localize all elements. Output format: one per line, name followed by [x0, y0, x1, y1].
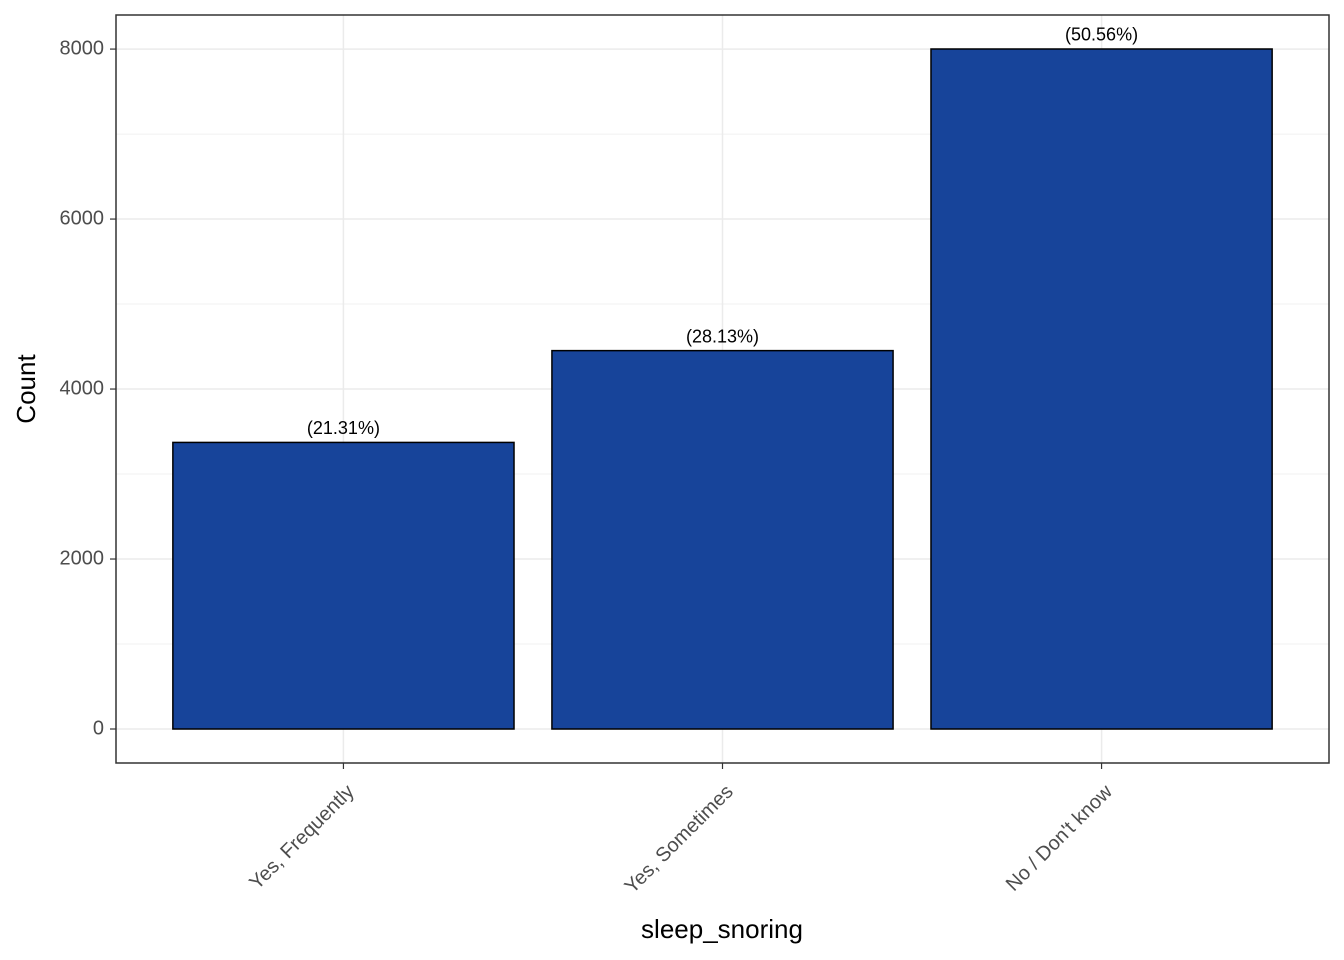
x-tick-label: Yes, Sometimes	[621, 781, 738, 898]
bar	[551, 349, 894, 730]
x-tick-label: No / Don't know	[1002, 780, 1117, 895]
bar-annotation: (50.56%)	[1065, 25, 1138, 45]
x-axis-title: sleep_snoring	[641, 914, 803, 944]
bar	[172, 441, 515, 730]
bar	[930, 48, 1273, 730]
y-axis-title: Count	[11, 354, 41, 424]
bar-annotation: (28.13%)	[686, 326, 759, 346]
y-tick-label: 2000	[60, 547, 105, 569]
panel-border	[115, 14, 1330, 764]
y-tick-label: 8000	[60, 37, 105, 59]
x-tick-label: Yes, Frequently	[245, 781, 358, 894]
y-tick-label: 0	[93, 717, 104, 739]
y-tick-label: 6000	[60, 207, 105, 229]
y-tick-label: 4000	[60, 377, 105, 399]
bar-annotation: (21.31%)	[307, 418, 380, 438]
